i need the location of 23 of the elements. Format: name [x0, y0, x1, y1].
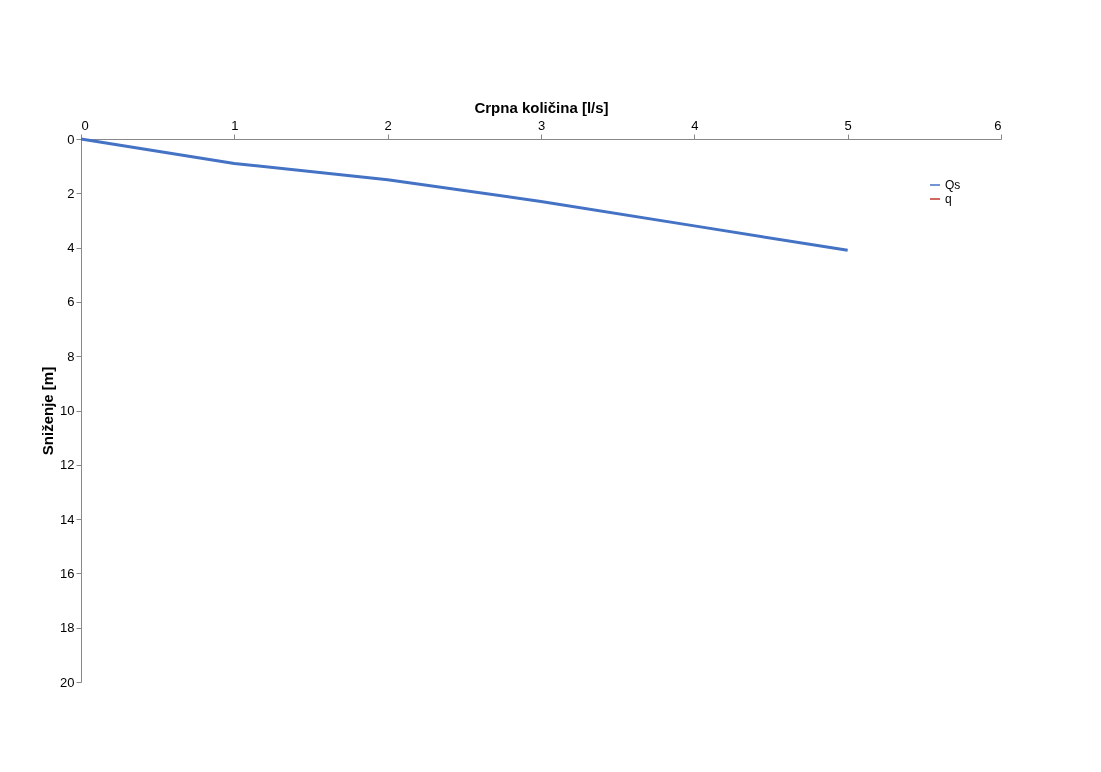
y-tick-label: 18 [60, 620, 75, 636]
y-tick-label: 0 [67, 131, 75, 147]
legend-label: Qs [945, 178, 961, 192]
y-tick-label: 8 [67, 348, 75, 364]
legend-label: q [945, 192, 952, 206]
y-tick-label: 16 [60, 565, 75, 581]
x-tick-label: 3 [537, 117, 546, 133]
y-tick-label: 20 [60, 674, 75, 690]
x-tick-label: 6 [994, 117, 1002, 133]
x-tick-label: 4 [691, 117, 699, 133]
y-tick-label: 4 [67, 240, 75, 256]
y-tick-label: 14 [60, 511, 75, 527]
x-axis-title: Crpna količina [l/s] [474, 98, 609, 116]
y-tick-label: 12 [60, 457, 75, 473]
x-tick-label: 2 [384, 117, 392, 133]
x-tick-label: 1 [231, 117, 239, 133]
x-tick-label: 0 [81, 117, 89, 133]
line-series [79, 137, 850, 252]
x-tick-label: 5 [844, 117, 852, 133]
y-axis-title: Sniženje [m] [39, 366, 57, 456]
y-tick-label: 2 [67, 185, 75, 201]
y-tick-label: 10 [60, 403, 75, 418]
y-tick-label: 6 [67, 294, 75, 310]
